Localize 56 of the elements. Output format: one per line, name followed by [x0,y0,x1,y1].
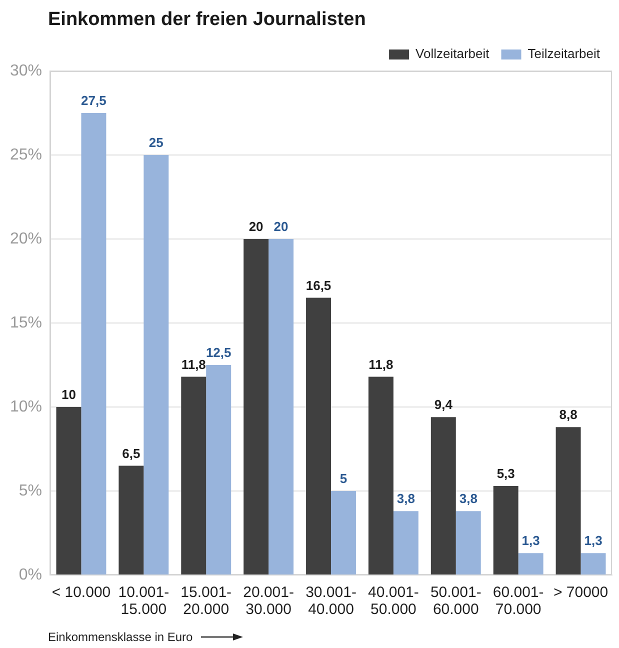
data-label: 5 [340,471,348,486]
data-label: 11,8 [368,356,394,372]
x-tick-label: 60.001- 70.000 [492,584,544,618]
data-label: 3,8 [396,491,415,506]
x-axis-title: Einkommensklasse in Euro [48,630,193,644]
data-label: 16,5 [306,278,332,293]
data-label: 10 [62,387,76,402]
data-label: 5,3 [496,466,515,482]
y-tick-label: 15% [10,314,42,332]
bar [144,155,169,574]
x-tick-label: 50.001- 60.000 [430,584,482,618]
bar [181,376,206,574]
data-label: 25 [148,135,164,150]
bar [56,407,82,574]
data-label: 9,4 [434,397,454,412]
bar [206,365,232,574]
data-label: 1,3 [584,533,602,548]
x-tick-label: 20.001- 30.000 [243,584,294,618]
y-tick-label: 30% [10,62,42,80]
data-label: 27,5 [81,93,106,108]
y-tick-label: 5% [18,482,42,500]
bar [306,298,331,574]
data-label: 3,8 [459,491,478,506]
bar [430,417,456,574]
y-tick-label: 20% [10,230,42,248]
y-tick-label: 0% [18,566,42,584]
x-tick-label: 10.001- 15.000 [118,584,170,618]
data-label: 1,3 [522,533,540,548]
bar [118,466,144,574]
data-label: 11,8 [181,356,206,372]
y-tick-label: 25% [10,146,42,164]
x-tick-label: < 10.000 [52,584,111,601]
x-tick-label: > 70000 [553,584,608,601]
bar [331,491,356,574]
bar [518,553,544,574]
bar [81,113,106,574]
data-label: 20 [274,219,288,234]
bar [393,511,418,574]
bar [244,239,269,574]
bar [556,427,581,574]
bar [456,511,481,574]
x-tick-label: 30.001- 40.000 [306,584,356,618]
x-tick-label: 15.001- 20.000 [180,584,232,618]
y-tick-label: 10% [10,398,42,416]
legend-label: Teilzeitarbeit [528,46,600,62]
data-label: 20 [248,219,264,234]
bar [580,553,606,574]
chart-title: Einkommen der freien Journalisten [48,9,366,31]
bar [268,239,294,574]
data-label: 12,5 [206,345,232,360]
bar [368,376,394,574]
x-tick-label: 40.001- 50.000 [368,584,419,618]
data-label: 8,8 [559,407,578,422]
legend-label: Vollzeitarbeit [416,46,490,62]
data-label: 6,5 [122,446,140,461]
bar [493,486,518,574]
